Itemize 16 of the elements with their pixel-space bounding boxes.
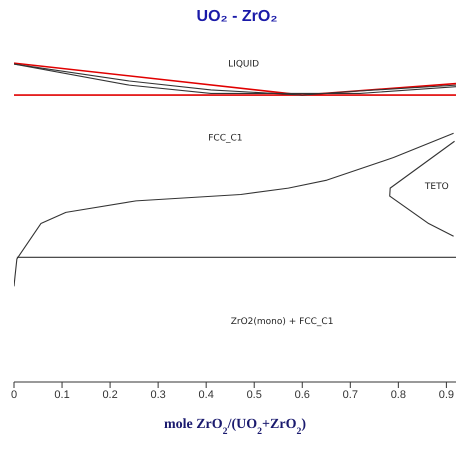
- x-tick-label: 0.3: [150, 388, 166, 401]
- x-tick-label: 0: [10, 388, 18, 401]
- x-tick-label: 0.2: [102, 388, 118, 401]
- chart-title: UO₂ - ZrO₂: [196, 8, 278, 27]
- x-axis-title: mole ZrO$_{2}$/(UO$_{2}$+ZrO$_{2}$): [164, 417, 306, 436]
- x-tick-label: 0.5: [246, 388, 262, 401]
- annotation: LIQUID: [228, 59, 260, 70]
- x-tick-label: 0.7: [342, 388, 358, 401]
- x-tick-label: 0.6: [294, 388, 310, 401]
- annotation: ZrO2(mono) + FCC_C1: [230, 316, 334, 327]
- annotation: TETO: [424, 182, 449, 192]
- annotation: FCC_C1: [208, 134, 243, 144]
- x-tick-label: 0.4: [198, 388, 214, 401]
- x-tick-label: 0.8: [390, 388, 406, 401]
- x-tick-label: 0.9: [438, 388, 454, 401]
- x-tick-label: 0.1: [54, 388, 70, 401]
